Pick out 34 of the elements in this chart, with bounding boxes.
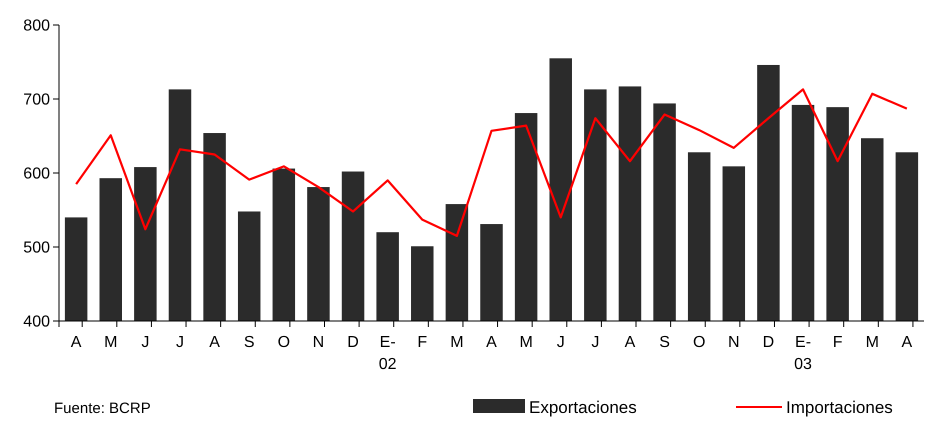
x-tick-label: M — [104, 334, 118, 351]
x-tick-label: J — [141, 334, 150, 351]
y-tick-label: 600 — [23, 166, 50, 183]
x-tick-label: N — [728, 334, 740, 351]
y-tick-label: 800 — [23, 18, 50, 35]
x-tick-label: N — [312, 334, 324, 351]
x-tick-label: M — [450, 334, 464, 351]
y-tick-label: 400 — [23, 314, 50, 331]
y-tick-label: 700 — [23, 92, 50, 109]
x-tick-label: O — [692, 334, 706, 351]
y-tick-label: 500 — [23, 240, 50, 257]
x-tick-label: A — [486, 334, 498, 351]
x-tick-label: S — [244, 334, 255, 351]
x-tick-label: J — [591, 334, 600, 351]
x-tick-label: A — [902, 334, 913, 351]
x-tick-label: F — [832, 334, 843, 351]
x-tick-label: A — [624, 334, 636, 351]
x-tick-label: J — [176, 334, 184, 351]
x-tick-label: A — [70, 334, 82, 351]
x-tick-label: D — [762, 334, 774, 351]
x-tick-label: A — [209, 334, 220, 351]
x-tick-label: S — [659, 334, 670, 351]
x-tick-label: M — [519, 334, 533, 351]
x-tick-label: E- 03 — [794, 334, 812, 373]
x-tick-label: D — [347, 334, 359, 351]
source-note: Fuente: BCRP — [54, 400, 151, 417]
x-tick-label: O — [278, 334, 290, 351]
x-tick-label: J — [556, 334, 565, 351]
line-series — [75, 88, 908, 237]
x-tick-label: F — [417, 334, 428, 351]
x-tick-label: E- 02 — [378, 334, 397, 373]
x-tick-label: M — [866, 334, 879, 351]
legend-label: Importaciones — [786, 398, 893, 417]
legend-label: Exportaciones — [529, 398, 637, 417]
